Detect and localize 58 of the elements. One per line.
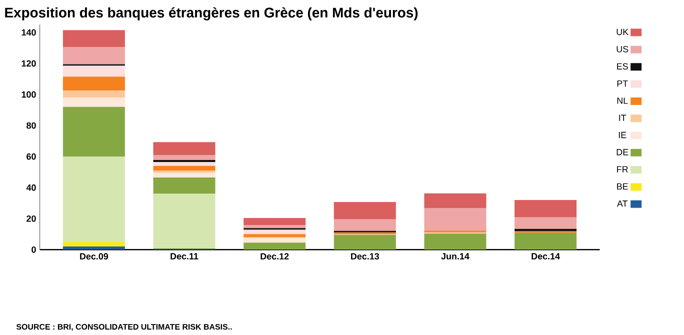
bar [514,232,577,250]
chart-title: Exposition des banques étrangères en Grèce (en Mds d'euros) [5,7,418,20]
legend-label: PT [617,80,628,87]
bar [62,76,125,91]
bar [514,200,577,218]
legend-label: AT [616,200,628,207]
bar [153,162,216,166]
bar [244,224,306,228]
bar [334,202,396,220]
bar [244,218,306,225]
bar [62,90,125,98]
legend-label: US [616,46,628,52]
bar [62,98,125,107]
legend-label: UK [616,28,628,36]
bar [244,234,306,238]
y-tick-label: 80 [26,122,36,129]
y-tick-label: 40 [26,184,36,191]
bar [62,242,125,247]
bar [334,219,396,231]
legend-label: IT [619,114,626,121]
y-tick-label: 140 [22,29,36,36]
y-tick-label: 60 [26,153,36,160]
bar [153,142,216,156]
bar [62,246,125,250]
bar [334,234,396,250]
bar [62,47,125,64]
bar [514,217,577,229]
x-tick-label: Jun.14 [441,253,470,260]
x-tick-label: Dec.11 [170,253,198,260]
y-tick-label: 120 [22,60,36,67]
bar [62,156,125,242]
bar [153,177,216,194]
legend-label: DE [616,149,628,156]
bar [62,106,125,157]
bar [153,166,216,171]
x-tick-label: Dec.13 [351,253,380,260]
x-tick-label: Dec.12 [260,253,289,260]
legend-label: FR [617,166,628,172]
y-tick-label: 20 [26,215,36,222]
x-tick-label: Dec.14 [532,253,560,260]
legend-label: ES [617,63,628,70]
bar [244,230,306,234]
legend-label: BE [617,183,628,190]
bar [62,30,125,48]
bar [62,66,125,77]
bar [424,193,486,208]
bar [153,155,216,160]
bar [153,194,216,248]
bar [244,238,306,243]
legend-label: NL [617,98,628,104]
bar [424,208,486,231]
bar [424,234,486,250]
y-tick-label: 100 [22,91,36,98]
bar [153,172,216,178]
legend-label: IE [618,132,626,138]
y-tick-label: 0 [32,246,36,253]
bar [244,242,306,250]
x-tick-label: Dec.09 [80,253,108,260]
